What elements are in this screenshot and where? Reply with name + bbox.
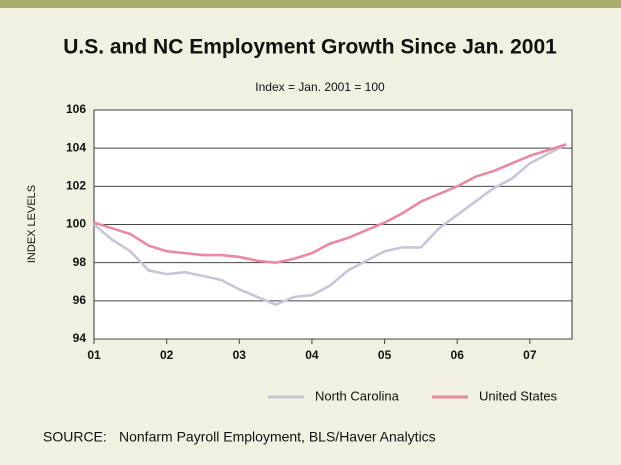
y-tick-label: 96 bbox=[73, 293, 87, 307]
chart-subtitle: Index = Jan. 2001 = 100 bbox=[255, 80, 385, 94]
y-tick-label: 94 bbox=[73, 331, 87, 345]
y-tick-label: 100 bbox=[66, 217, 86, 231]
chart-title: U.S. and NC Employment Growth Since Jan.… bbox=[63, 36, 557, 59]
x-tick-label: 04 bbox=[305, 348, 319, 362]
top-band bbox=[0, 0, 621, 8]
legend-label: North Carolina bbox=[315, 388, 400, 403]
series-line bbox=[93, 143, 567, 264]
x-tick-label: 06 bbox=[451, 348, 465, 362]
source-label: SOURCE: bbox=[43, 429, 107, 445]
legend-label: United States bbox=[479, 388, 558, 403]
series-line bbox=[93, 143, 567, 306]
x-tick-label: 02 bbox=[160, 348, 174, 362]
y-axis-label: INDEX LEVELS bbox=[26, 185, 38, 263]
y-tick-label: 102 bbox=[66, 179, 86, 193]
y-tick-label: 104 bbox=[66, 140, 86, 154]
source-text: Nonfarm Payroll Employment, BLS/Haver An… bbox=[119, 429, 436, 445]
y-tick-label: 98 bbox=[73, 255, 87, 269]
x-tick-label: 03 bbox=[233, 348, 247, 362]
x-tick-label: 05 bbox=[378, 348, 392, 362]
x-tick-label: 01 bbox=[87, 348, 101, 362]
y-tick-label: 106 bbox=[66, 102, 86, 116]
x-tick-label: 07 bbox=[523, 348, 537, 362]
